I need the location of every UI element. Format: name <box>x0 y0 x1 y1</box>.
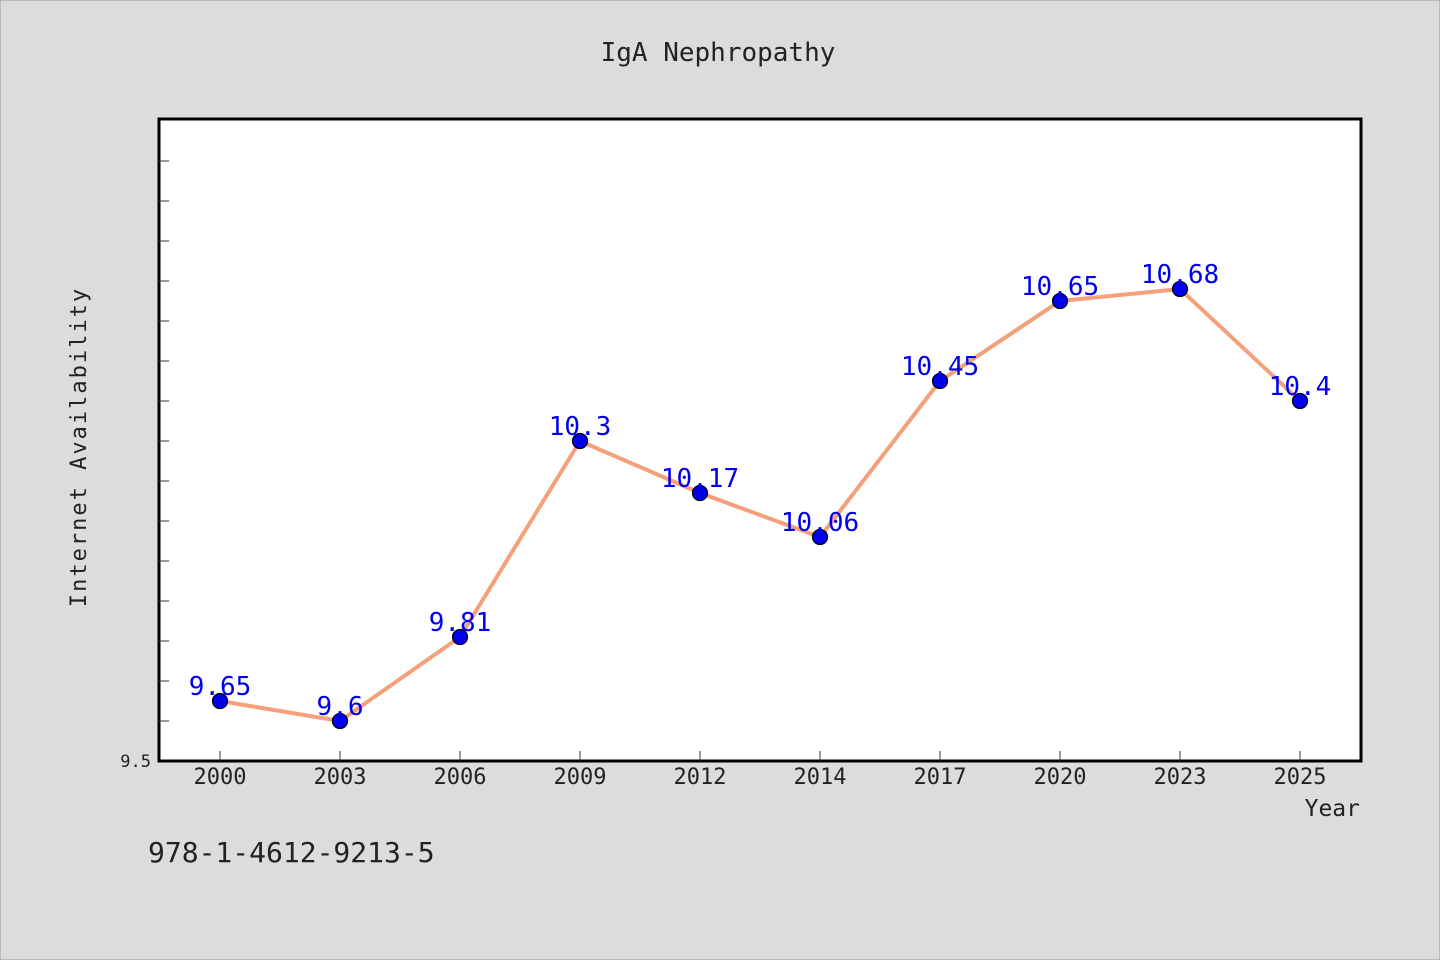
data-label: 10.3 <box>549 412 612 442</box>
data-label: 10.68 <box>1141 260 1219 290</box>
x-tick-label: 2000 <box>194 765 247 790</box>
y-axis-label: Internet Availability <box>67 287 92 607</box>
x-tick-label: 2014 <box>794 765 847 790</box>
x-tick-label: 2003 <box>314 765 367 790</box>
data-point <box>451 628 469 646</box>
data-label: 10.45 <box>901 352 979 382</box>
footer-isbn: 978-1-4612-9213-5 <box>148 836 435 869</box>
data-point <box>571 432 589 450</box>
data-point <box>1171 280 1189 298</box>
data-label: 10.17 <box>661 464 739 494</box>
data-label: 9.81 <box>429 608 492 638</box>
data-point <box>811 528 829 546</box>
data-point <box>691 484 709 502</box>
data-point <box>331 712 349 730</box>
x-tick-label: 2012 <box>674 765 727 790</box>
series-line <box>219 287 1302 723</box>
x-axis-label: Year <box>1305 796 1360 822</box>
x-axis-ticks: 2000 2003 2006 2009 2012 2014 2017 2020 2023 2025 <box>194 751 1327 790</box>
y-tick-label: 9.5 <box>120 752 151 772</box>
data-point <box>1291 392 1309 410</box>
plot-area <box>157 117 1363 763</box>
x-tick-label: 2006 <box>434 765 487 790</box>
data-label: 10.4 <box>1269 372 1332 402</box>
data-label: 9.65 <box>189 672 252 702</box>
y-axis-ticks: 9.5 <box>120 160 169 772</box>
data-label: 9.6 <box>317 692 364 722</box>
data-label: 10.65 <box>1021 272 1099 302</box>
chart-title: IgA Nephropathy <box>601 38 836 68</box>
x-tick-label: 2009 <box>554 765 607 790</box>
data-point <box>211 692 229 710</box>
x-tick-label: 2025 <box>1274 765 1327 790</box>
data-labels: 9.65 9.6 9.81 10.3 10.17 10.06 10.45 10.65 10.68… <box>189 260 1332 722</box>
data-point <box>1051 292 1069 310</box>
data-markers <box>211 280 1309 730</box>
x-tick-label: 2023 <box>1154 765 1207 790</box>
data-label: 10.06 <box>781 508 859 538</box>
x-tick-label: 2020 <box>1034 765 1087 790</box>
data-point <box>931 372 949 390</box>
x-tick-label: 2017 <box>914 765 967 790</box>
